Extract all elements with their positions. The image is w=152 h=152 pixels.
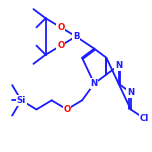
Text: Cl: Cl [140,114,149,123]
Text: O: O [63,105,71,114]
Text: O: O [57,41,64,50]
Text: N: N [91,79,98,88]
Text: Si: Si [17,96,26,105]
Text: N: N [115,61,122,70]
Text: N: N [127,88,134,97]
Text: B: B [73,32,79,41]
Text: O: O [57,23,64,32]
